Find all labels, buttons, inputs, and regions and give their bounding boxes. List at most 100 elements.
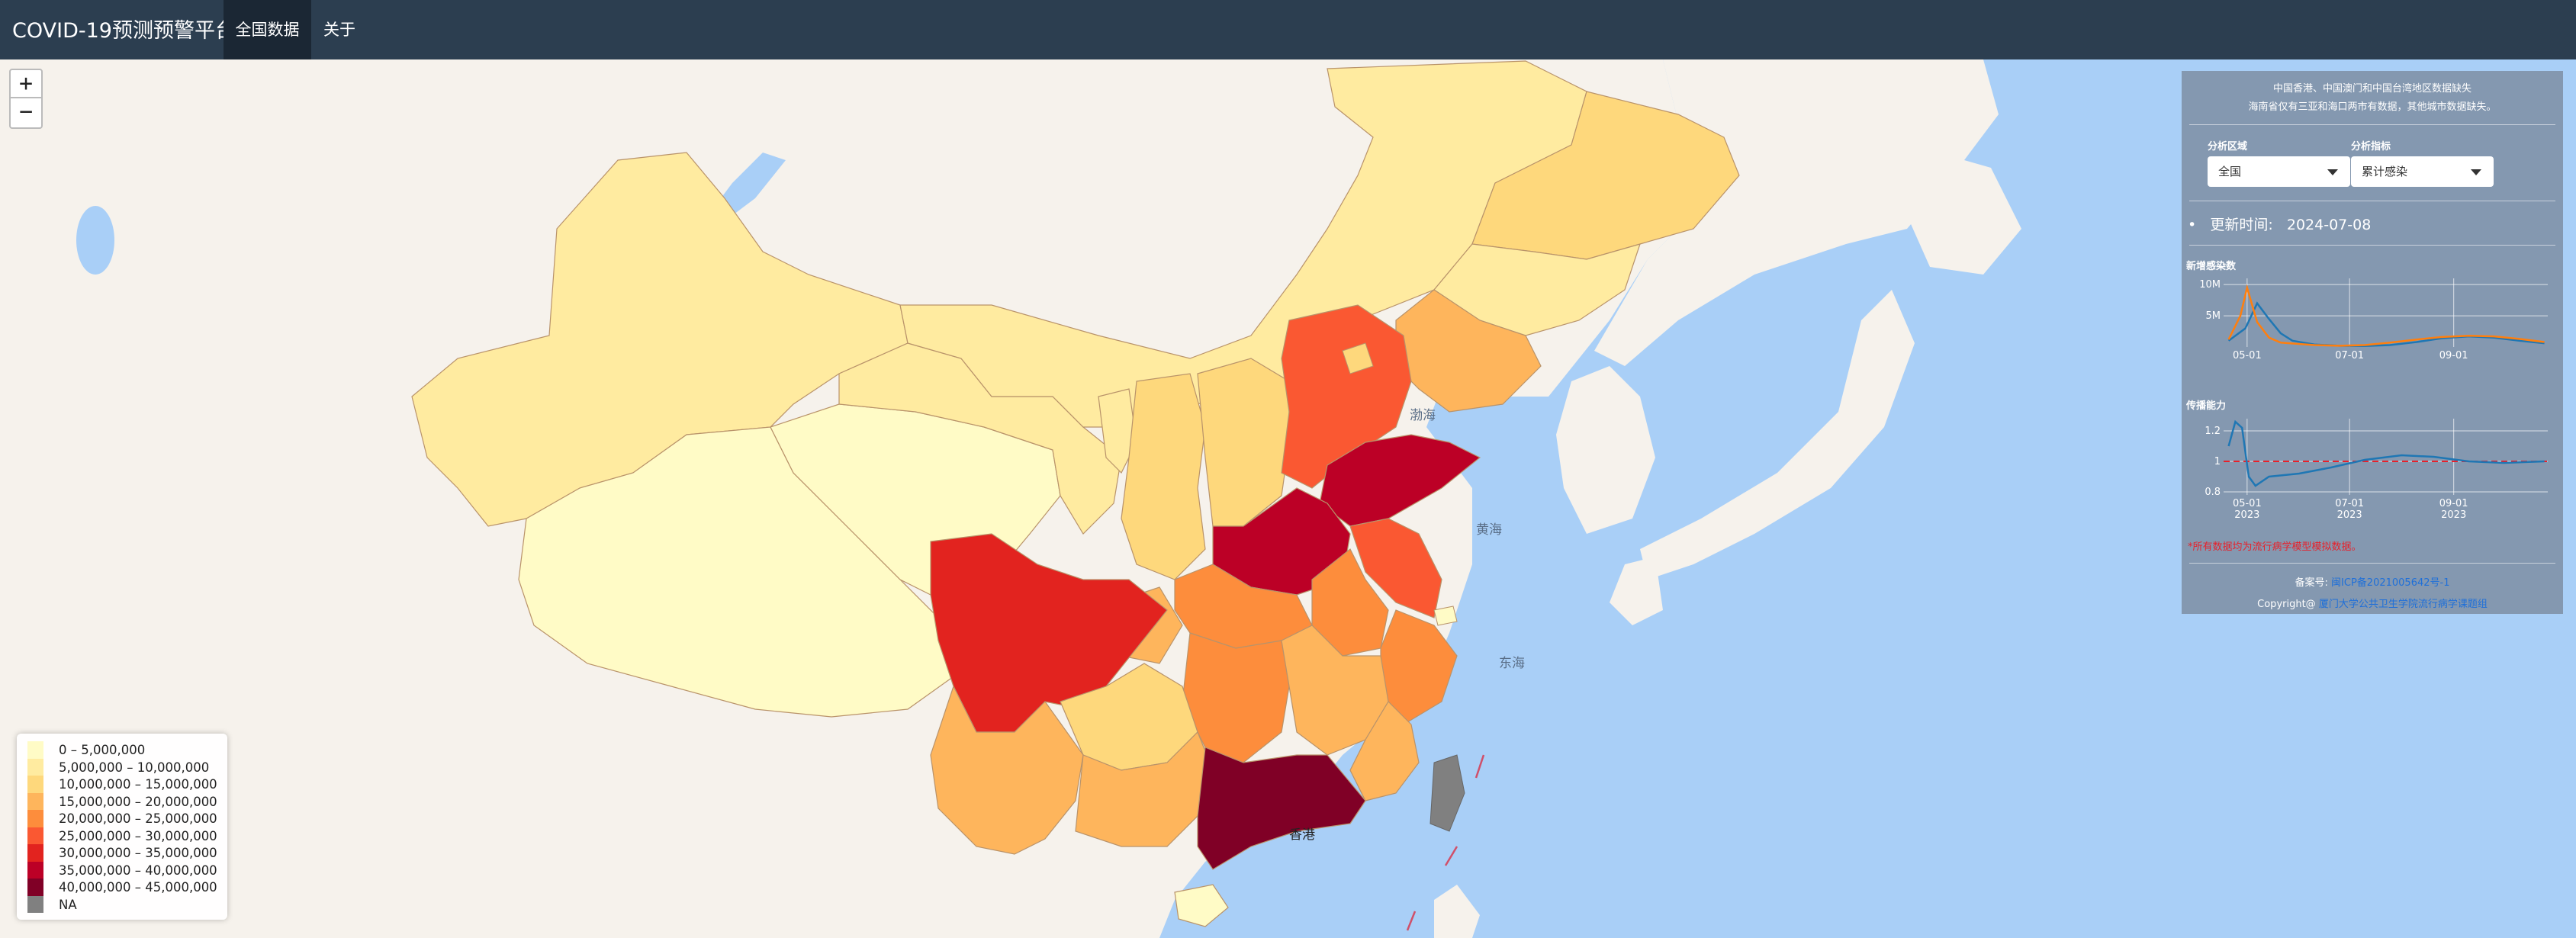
legend-label: 10,000,000 – 15,000,000 [59,777,217,792]
series-line [2227,284,2545,347]
legend-item: 30,000,000 – 35,000,000 [26,844,227,862]
x-tick-label: 05-01 [2233,350,2262,361]
metric-select-value: 累计感染 [2362,165,2408,178]
control-panel: 中国香港、中国澳门和中国台湾地区数据缺失 海南省仅有三亚和海口两市有数据，其他城… [2182,71,2563,614]
province-shaanxi [1121,373,1206,580]
update-value: 2024-07-08 [2286,217,2372,233]
icp-row: 备案号: 闽ICP备2021005642号-1 [2182,574,2563,589]
map-label-bohai: 渤海 [1410,408,1436,423]
top-navbar: COVID-19预测预警平台 全国数据 关于 [0,0,2576,59]
region-select[interactable]: 全国 [2208,156,2350,187]
tab-national-data[interactable]: 全国数据 [224,0,311,59]
chart1-title: 新增感染数 [2186,261,2237,272]
legend-swatch [27,741,43,759]
chart2-title: 传播能力 [2186,400,2227,412]
province-shanxi [1197,358,1290,527]
legend-item: 10,000,000 – 15,000,000 [26,776,227,793]
land-japan-hokkaido [1899,153,2021,275]
copyright-link[interactable]: 厦门大学公共卫生学院流行病学课题组 [2318,599,2488,610]
y-tick-label: 1.2 [2205,426,2221,437]
legend-label: 40,000,000 – 45,000,000 [59,880,217,895]
legend-item: 0 – 5,000,000 [26,741,227,759]
land-japan-honshu [1640,290,1915,580]
divider [2189,563,2555,564]
legend-swatch [27,895,43,913]
metric-label: 分析指标 [2351,141,2391,153]
legend-item: 35,000,000 – 40,000,000 [26,861,227,879]
legend-item: 15,000,000 – 20,000,000 [26,792,227,810]
lake-balkhash [76,206,114,275]
map-label-huanghai: 黄海 [1476,522,1502,538]
y-tick-label: 10M [2199,279,2221,291]
new-infections-chart[interactable]: 05-01 07-01 09-01 5M 10M [2182,271,2563,370]
legend-swatch [27,810,43,827]
zoom-out-button[interactable]: − [9,97,43,129]
legend-item: 40,000,000 – 45,000,000 [26,879,227,896]
tab-about[interactable]: 关于 [323,21,355,39]
legend-label: 35,000,000 – 40,000,000 [59,863,217,878]
divider [2189,124,2555,125]
copyright-row: Copyright@ 厦门大学公共卫生学院流行病学课题组 [2182,596,2563,610]
x-tick-label: 2023 [2234,509,2259,521]
legend-label: 0 – 5,000,000 [59,743,146,757]
region-select-value: 全国 [2218,165,2242,178]
chevron-down-icon [2471,169,2481,175]
map-label-donghai: 东海 [1499,656,1525,671]
legend-item: 25,000,000 – 30,000,000 [26,827,227,844]
map-canvas[interactable] [0,59,2576,938]
land-japan-kyushu [1610,557,1663,625]
series-line [2227,419,2545,487]
copyright-label: Copyright@ [2257,599,2316,610]
zoom-in-button[interactable]: + [9,69,43,101]
boundary-mark [1475,754,1485,779]
province-hainan [1174,884,1229,927]
x-tick-label: 2023 [2441,509,2466,521]
legend-item: 5,000,000 – 10,000,000 [26,758,227,776]
chevron-down-icon [2327,169,2338,175]
bullet-icon: • [2188,217,2197,233]
legend-label: 20,000,000 – 25,000,000 [59,811,217,826]
model-footnote: *所有数据均为流行病学模型模拟数据。 [2188,541,2362,553]
icp-link[interactable]: 闽ICP备2021005642号-1 [2331,577,2450,589]
province-beijing [1342,342,1374,374]
y-tick-label: 5M [2206,310,2221,322]
legend-label: 25,000,000 – 30,000,000 [59,828,217,843]
land-philippines [1434,885,1480,938]
data-note-line2: 海南省仅有三亚和海口两市有数据，其他城市数据缺失。 [2248,101,2497,113]
legend-item: NA [26,895,227,913]
divider [2189,245,2555,246]
province-guangdong [1197,747,1366,870]
legend-swatch [27,844,43,862]
province-yunnan [930,685,1084,855]
y-tick-label: 0.8 [2205,487,2221,498]
y-tick-label: 1 [2214,456,2221,467]
province-jiangsu [1349,518,1442,618]
x-tick-label: 09-01 [2439,498,2468,509]
legend-swatch [27,758,43,776]
legend-label: 5,000,000 – 10,000,000 [59,760,210,775]
province-taiwan [1430,754,1465,832]
region-label: 分析区域 [2208,141,2248,153]
legend-swatch [27,861,43,879]
legend-swatch [27,879,43,896]
choropleth-map[interactable]: 渤海 黄海 东海 香港 [0,59,2576,938]
legend-swatch [27,792,43,810]
update-label: 更新时间: [2210,217,2273,233]
boundary-mark [1444,846,1458,866]
province-fujian [1349,701,1420,801]
app-title[interactable]: COVID-19预测预警平台 [12,19,236,43]
legend-label: NA [59,897,77,912]
x-tick-label: 09-01 [2439,350,2468,361]
x-tick-label: 05-01 [2233,498,2262,509]
legend-item: 20,000,000 – 25,000,000 [26,810,227,827]
x-tick-label: 07-01 [2335,498,2364,509]
data-note-line1: 中国香港、中国澳门和中国台湾地区数据缺失 [2272,83,2471,95]
x-tick-label: 2023 [2337,509,2362,521]
legend-label: 30,000,000 – 35,000,000 [59,846,217,860]
update-time: • 更新时间: 2024-07-08 [2188,214,2371,234]
land-korea [1556,366,1655,534]
legend-swatch [27,776,43,793]
legend-label: 15,000,000 – 20,000,000 [59,794,217,809]
metric-select[interactable]: 累计感染 [2351,156,2494,187]
